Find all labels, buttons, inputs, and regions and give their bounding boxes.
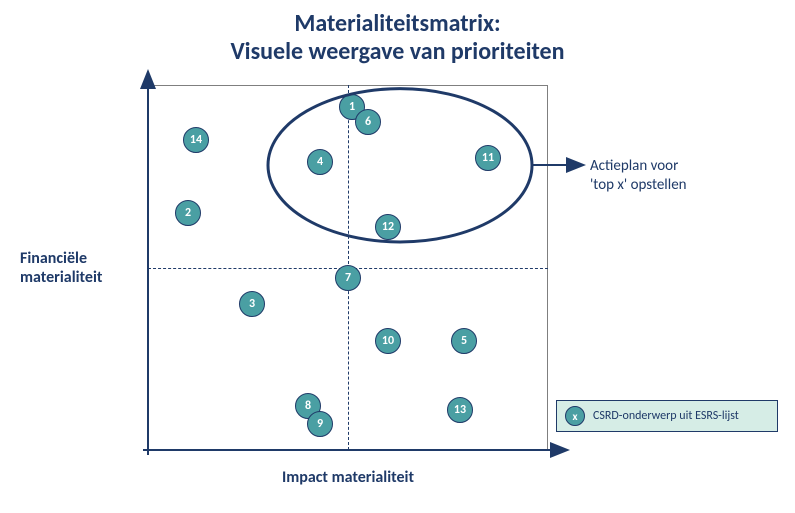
matrix-node-4: 4: [307, 149, 333, 175]
matrix-node-2: 2: [175, 200, 201, 226]
title-line-1: Materialiteitsmatrix:: [0, 10, 795, 38]
y-axis-label-line-1: Financiële: [20, 249, 102, 268]
matrix-node-11: 11: [475, 145, 501, 171]
matrix-node-3: 3: [239, 291, 265, 317]
annotation-line-2: 'top x' opstellen: [590, 176, 687, 195]
x-axis-label: Impact materialiteit: [148, 468, 548, 487]
matrix-node-14: 14: [183, 127, 209, 153]
y-axis-label: Financiële materialiteit: [20, 249, 102, 287]
y-axis-label-line-2: materialiteit: [20, 268, 102, 287]
title-line-2: Visuele weergave van prioriteiten: [0, 38, 795, 66]
matrix-node-5: 5: [451, 328, 477, 354]
matrix-node-10: 10: [375, 328, 401, 354]
canvas: Materialiteitsmatrix: Visuele weergave v…: [0, 0, 795, 513]
legend-node-icon: x: [565, 406, 585, 426]
annotation-text: Actieplan voor 'top x' opstellen: [590, 157, 687, 195]
legend-label: CSRD-onderwerp uit ESRS-lijst: [593, 409, 739, 423]
chart-area: 1234567891011121314: [148, 85, 548, 450]
matrix-node-13: 13: [447, 397, 473, 423]
x-axis-label-text: Impact materialiteit: [282, 468, 414, 487]
annotation-line-1: Actieplan voor: [590, 157, 687, 176]
legend: x CSRD-onderwerp uit ESRS-lijst: [556, 400, 778, 432]
matrix-node-6: 6: [355, 109, 381, 135]
chart-title: Materialiteitsmatrix: Visuele weergave v…: [0, 10, 795, 65]
legend-node-label: x: [572, 410, 577, 423]
